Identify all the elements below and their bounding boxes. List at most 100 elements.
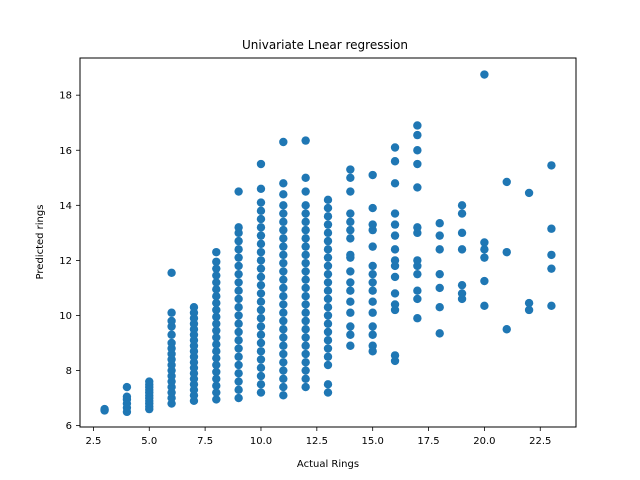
data-point bbox=[502, 177, 511, 187]
data-point bbox=[413, 121, 422, 130]
data-point bbox=[346, 286, 355, 295]
data-point bbox=[212, 360, 221, 370]
data-point bbox=[212, 312, 221, 322]
data-point bbox=[480, 70, 489, 79]
data-point bbox=[323, 352, 333, 361]
data-point bbox=[301, 250, 310, 260]
data-point bbox=[256, 330, 266, 339]
data-point bbox=[212, 326, 221, 335]
y-tick-label: 16 bbox=[59, 146, 72, 157]
data-point bbox=[413, 256, 422, 265]
data-point bbox=[212, 298, 221, 308]
data-point bbox=[323, 360, 333, 370]
data-point bbox=[234, 187, 243, 196]
data-point bbox=[279, 283, 288, 293]
data-point bbox=[547, 161, 556, 170]
data-point bbox=[301, 225, 310, 235]
data-point bbox=[346, 341, 355, 350]
data-point bbox=[167, 308, 176, 317]
data-point bbox=[435, 303, 444, 312]
data-point bbox=[301, 325, 310, 334]
data-point bbox=[390, 209, 400, 218]
data-point bbox=[212, 367, 221, 377]
data-point bbox=[279, 267, 288, 276]
data-point bbox=[167, 338, 176, 348]
data-point bbox=[413, 130, 422, 140]
data-point bbox=[323, 236, 333, 246]
data-point bbox=[547, 264, 556, 273]
data-point bbox=[368, 242, 377, 251]
data-point bbox=[256, 388, 266, 397]
data-point bbox=[323, 261, 333, 271]
data-point bbox=[212, 340, 221, 349]
data-point bbox=[234, 352, 243, 361]
data-point bbox=[301, 201, 310, 210]
data-point bbox=[301, 209, 310, 218]
data-point bbox=[167, 268, 176, 277]
data-point bbox=[368, 297, 377, 306]
data-point bbox=[279, 242, 288, 251]
data-point bbox=[234, 377, 243, 386]
data-point bbox=[301, 382, 310, 392]
y-tick-label: 8 bbox=[66, 366, 72, 377]
data-point bbox=[480, 301, 489, 311]
data-point bbox=[256, 272, 266, 282]
data-point bbox=[279, 179, 288, 188]
data-point bbox=[301, 316, 310, 326]
data-point bbox=[279, 234, 288, 243]
data-point bbox=[234, 269, 243, 279]
data-point bbox=[301, 275, 310, 284]
data-point bbox=[413, 294, 422, 304]
data-point bbox=[346, 187, 355, 196]
data-point bbox=[301, 374, 310, 384]
data-point bbox=[256, 214, 266, 224]
data-point bbox=[390, 300, 400, 309]
data-point bbox=[279, 201, 288, 210]
data-point bbox=[390, 256, 400, 265]
data-point bbox=[524, 188, 534, 198]
data-point bbox=[256, 159, 266, 169]
data-point bbox=[457, 280, 467, 290]
data-point bbox=[323, 319, 333, 328]
data-point bbox=[323, 228, 333, 238]
data-point bbox=[323, 303, 333, 312]
data-point bbox=[212, 374, 221, 384]
data-point bbox=[323, 311, 333, 320]
data-point bbox=[234, 369, 243, 378]
data-point bbox=[279, 250, 288, 260]
data-point bbox=[212, 319, 221, 328]
data-point bbox=[234, 278, 243, 287]
data-point bbox=[279, 391, 288, 400]
data-point bbox=[368, 341, 377, 350]
data-point bbox=[413, 146, 422, 155]
data-point bbox=[256, 289, 266, 298]
data-point bbox=[256, 280, 266, 290]
data-point bbox=[256, 297, 266, 306]
data-point bbox=[279, 366, 288, 375]
data-point bbox=[323, 336, 333, 345]
data-point bbox=[502, 247, 511, 257]
data-point bbox=[256, 223, 266, 232]
data-point bbox=[145, 377, 154, 386]
data-point bbox=[480, 238, 489, 247]
data-point bbox=[122, 382, 132, 392]
data-point bbox=[323, 294, 333, 304]
data-point bbox=[323, 380, 333, 389]
data-point bbox=[279, 382, 288, 392]
data-point bbox=[256, 264, 266, 273]
data-point bbox=[346, 267, 355, 276]
x-tick-label: 12.5 bbox=[306, 436, 328, 447]
data-point bbox=[435, 283, 444, 293]
data-point bbox=[256, 314, 266, 323]
data-point bbox=[234, 286, 243, 295]
data-point bbox=[368, 308, 377, 317]
data-point bbox=[234, 327, 243, 337]
data-point bbox=[234, 223, 243, 232]
data-point bbox=[301, 242, 310, 251]
y-tick-label: 10 bbox=[59, 311, 72, 322]
data-point bbox=[256, 305, 266, 315]
data-point bbox=[323, 220, 333, 229]
data-point bbox=[390, 351, 400, 360]
data-point bbox=[301, 258, 310, 268]
data-point bbox=[167, 316, 176, 326]
